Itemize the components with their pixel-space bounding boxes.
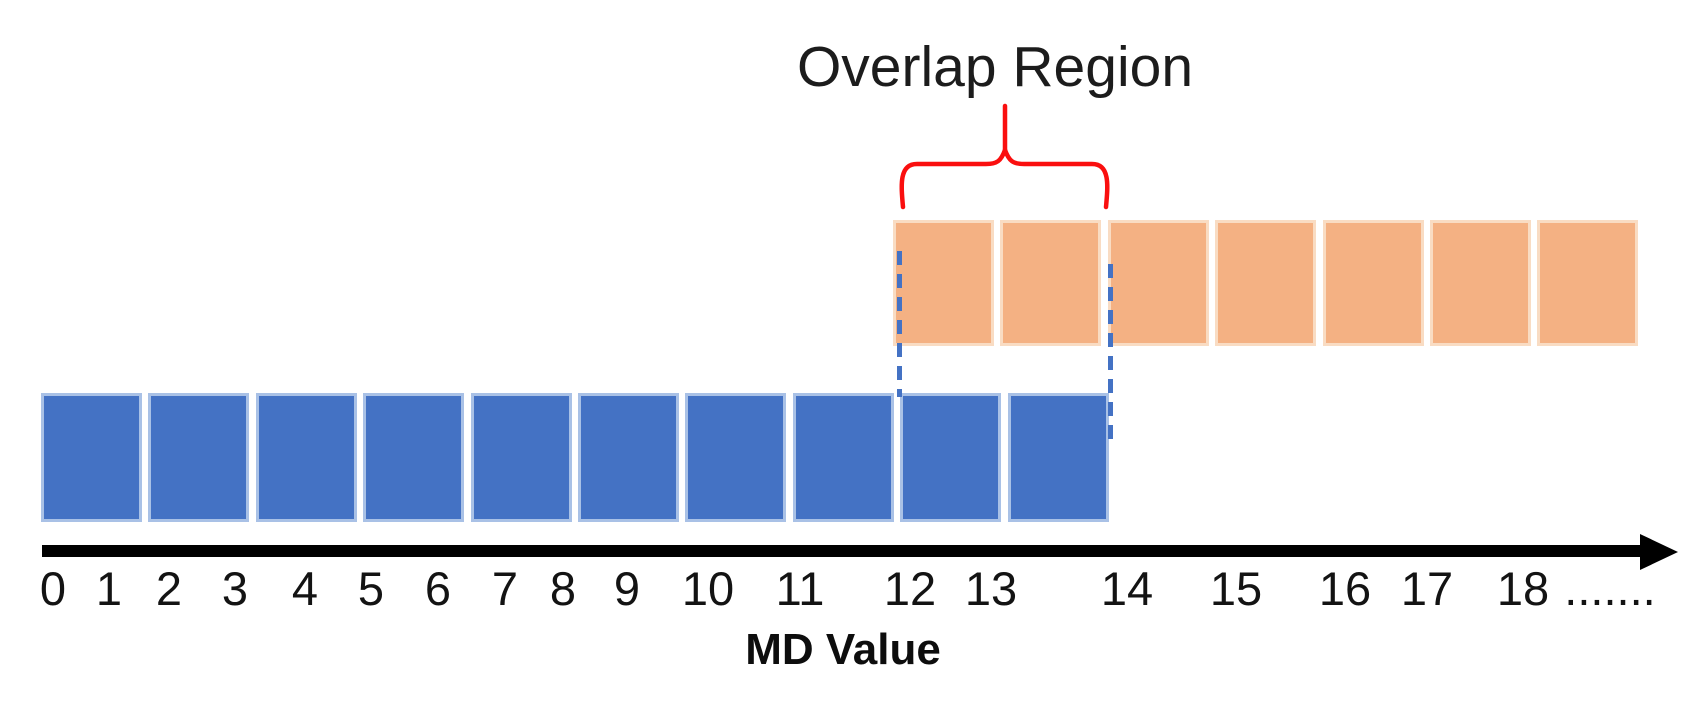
overlap-region-label: Overlap Region: [796, 35, 1194, 99]
tick-label: 18: [1496, 562, 1550, 615]
blue-row-block: [1007, 393, 1109, 522]
blue-row-block: [148, 393, 250, 522]
tick-label: 9: [613, 562, 641, 615]
orange-row-block: [1107, 220, 1209, 346]
tick-label: 0: [39, 562, 67, 615]
tick-label: 15: [1209, 562, 1263, 615]
orange-row-block: [1322, 220, 1424, 346]
blue-row-block: [255, 393, 357, 522]
tick-label: 7: [491, 562, 519, 615]
tick-label: 10: [681, 562, 735, 615]
tick-label: 13: [964, 562, 1018, 615]
curly-brace: [899, 143, 1110, 210]
tick-label: 5: [357, 562, 385, 615]
tick-label: 1: [95, 562, 123, 615]
blue-row-block: [363, 393, 465, 522]
orange-row-block: [1430, 220, 1531, 346]
blue-row-block: [792, 393, 894, 522]
axis-title: MD Value: [745, 625, 941, 674]
orange-row-block: [1000, 220, 1102, 346]
orange-row-block: [893, 220, 994, 346]
blue-row-block: [41, 393, 142, 522]
blue-row-block: [470, 393, 572, 522]
tick-label: 16: [1318, 562, 1372, 615]
tick-label: 14: [1100, 562, 1154, 615]
tick-label: 4: [291, 562, 319, 615]
orange-row-block: [1215, 220, 1317, 346]
tick-label: 12: [883, 562, 937, 615]
blue-row-block: [900, 393, 1002, 522]
blue-row-block: [578, 393, 679, 522]
tick-label: .......: [1564, 562, 1656, 615]
tick-label: 17: [1400, 562, 1454, 615]
tick-label: 6: [424, 562, 452, 615]
tick-label: 8: [549, 562, 577, 615]
blue-row-block: [685, 393, 787, 522]
tick-label: 2: [155, 562, 183, 615]
orange-row-block: [1537, 220, 1639, 346]
tick-label: 3: [221, 562, 249, 615]
tick-label: 11: [775, 562, 825, 615]
